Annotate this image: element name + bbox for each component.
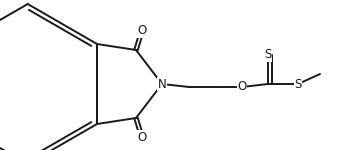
- Text: N: N: [158, 78, 166, 90]
- Text: S: S: [294, 78, 302, 90]
- Text: O: O: [137, 24, 147, 37]
- Text: O: O: [237, 81, 246, 93]
- Text: O: O: [137, 131, 147, 144]
- Text: S: S: [264, 48, 272, 62]
